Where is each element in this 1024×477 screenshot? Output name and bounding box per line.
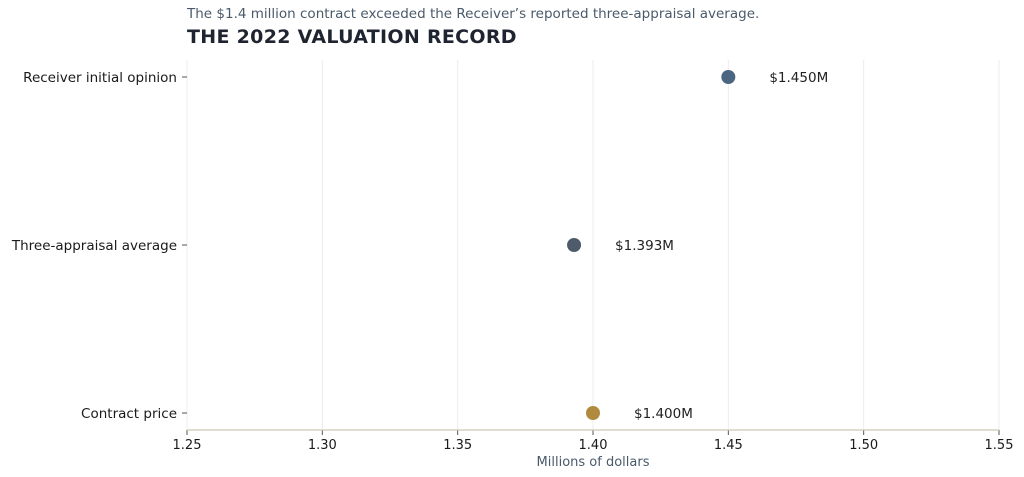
y-category-label: Receiver initial opinion bbox=[23, 70, 177, 86]
data-points: $1.450M $1.393M $1.400M bbox=[567, 70, 828, 422]
x-tick-label: 1.25 bbox=[173, 438, 202, 453]
x-tick-label: 1.40 bbox=[579, 438, 608, 453]
data-label: $1.400M bbox=[634, 406, 693, 422]
x-tick-label: 1.35 bbox=[443, 438, 472, 453]
x-tick-label: 1.45 bbox=[714, 438, 743, 453]
gridlines bbox=[186, 60, 1000, 430]
data-point bbox=[586, 406, 600, 420]
data-point bbox=[721, 70, 736, 84]
x-axis-title: Millions of dollars bbox=[537, 455, 650, 470]
data-point bbox=[567, 238, 582, 252]
x-tick-label: 1.30 bbox=[308, 438, 337, 453]
data-label: $1.450M bbox=[769, 70, 828, 86]
data-label: $1.393M bbox=[615, 238, 674, 254]
x-tick-label: 1.50 bbox=[849, 438, 878, 453]
axes: 1.25 1.30 1.35 1.40 1.45 1.50 1.55 Receiver ini… bbox=[11, 70, 1014, 453]
y-category-label: Three-appraisal average bbox=[11, 238, 177, 254]
chart-title: THE 2022 VALUATION RECORD bbox=[187, 26, 517, 48]
y-category-label: Contract price bbox=[81, 406, 177, 422]
x-tick-label: 1.55 bbox=[985, 438, 1014, 453]
chart-subtitle: The $1.4 million contract exceeded the R… bbox=[187, 6, 760, 22]
